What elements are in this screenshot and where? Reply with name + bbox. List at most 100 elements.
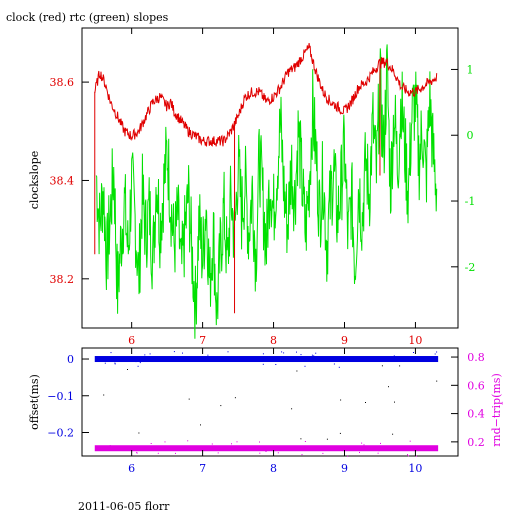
roundtrip-point (157, 452, 159, 454)
roundtrip-point (377, 452, 379, 454)
top-x-tick-label: 9 (341, 334, 348, 347)
outlier-point (296, 370, 298, 372)
offset-point (315, 352, 317, 354)
roundtrip-point (217, 452, 219, 454)
offset-point (182, 352, 183, 354)
roundtrip-point (304, 441, 306, 442)
roundtrip-point (150, 443, 152, 444)
roundtrip-point (424, 448, 426, 450)
top-right-y-tick-label: 0 (467, 129, 474, 142)
roundtrip-point (259, 452, 261, 454)
offset-point (227, 351, 229, 353)
outlier-point (103, 394, 105, 396)
top-axes: 6 7 8 9 10 38.2 38.4 38.6 -2 -1 0 1 (50, 28, 475, 347)
offset-point (300, 354, 302, 356)
top-x-tick-label: 8 (270, 334, 277, 347)
clock-series (94, 43, 438, 314)
offset-point (173, 351, 175, 353)
outlier-point (392, 433, 394, 435)
outlier-point (381, 365, 383, 367)
bottom-x-tick-label: 6 (128, 462, 135, 475)
roundtrip-point (407, 454, 408, 456)
roundtrip-band (94, 445, 439, 452)
roundtrip-point (231, 443, 232, 445)
offset-point (201, 358, 202, 360)
offset-point (311, 354, 313, 356)
bottom-chart: 6 7 8 9 10 0 −0.1 −0.2 0.8 0.6 0.4 0.2 offset(ms) r… (28, 347, 503, 475)
offset-point (425, 358, 426, 360)
outlier-point (234, 397, 236, 399)
offset-point (135, 360, 137, 362)
outlier-point (399, 365, 401, 367)
offset-point (114, 362, 116, 364)
bottom-left-y-tick-label: −0.2 (47, 426, 74, 439)
roundtrip-point (164, 441, 166, 443)
offset-point (224, 359, 226, 361)
roundtrip-point (259, 441, 260, 443)
bottom-right-y-tick-label: 0.2 (467, 436, 485, 449)
top-right-y-tick-label: 1 (467, 63, 474, 76)
roundtrip-point (136, 452, 138, 454)
offset-point (149, 353, 151, 355)
bottom-right-y-tick-label: 0.8 (467, 351, 485, 364)
roundtrip-point (264, 449, 266, 451)
outlier-point (365, 402, 366, 403)
top-y-label: clockslope (28, 151, 41, 209)
offset-point (110, 352, 112, 354)
offset-point (296, 351, 297, 353)
offset-point (383, 360, 385, 362)
offset-point (436, 351, 438, 353)
offset-point (413, 352, 414, 353)
bottom-series (94, 351, 439, 457)
offset-point (281, 351, 283, 353)
roundtrip-point (359, 451, 360, 453)
top-left-y-tick-label: 38.2 (50, 273, 75, 286)
outlier-point (127, 369, 128, 370)
roundtrip-point (236, 441, 238, 443)
offset-point (313, 355, 315, 357)
roundtrip-point (109, 445, 111, 447)
bottom-right-y-tick-label: 0.4 (467, 408, 485, 421)
roundtrip-point (347, 455, 349, 457)
offset-point (207, 354, 209, 356)
roundtrip-point (183, 447, 185, 449)
roundtrip-point (314, 446, 316, 448)
outlier-point (436, 380, 438, 382)
top-x-tick-label: 6 (128, 334, 135, 347)
top-x-tick-label: 10 (408, 334, 422, 347)
roundtrip-point (334, 449, 336, 451)
roundtrip-point (408, 455, 409, 457)
top-plot-frame (81, 27, 459, 329)
offset-point (238, 358, 240, 360)
offset-point (155, 360, 157, 362)
outlier-point (326, 438, 328, 440)
offset-point (139, 362, 141, 364)
roundtrip-point (318, 448, 320, 450)
offset-point (114, 363, 116, 365)
roundtrip-point (175, 452, 176, 454)
outlier-point (394, 401, 395, 403)
roundtrip-point (378, 450, 380, 452)
outlier-point (220, 405, 222, 407)
offset-point (393, 355, 395, 357)
roundtrip-point (301, 454, 303, 456)
offset-point (146, 360, 148, 362)
offset-point (262, 353, 264, 355)
outlier-point (339, 432, 341, 434)
rtc-slope-line (95, 44, 438, 339)
bottom-plot-frame (81, 347, 459, 457)
roundtrip-point (286, 445, 288, 447)
roundtrip-point (409, 440, 411, 442)
offset-point (283, 352, 285, 354)
offset-point (316, 356, 318, 358)
bottom-right-y-tick-label: 0.6 (467, 379, 485, 392)
roundtrip-point (415, 455, 417, 457)
top-left-y-tick-label: 38.4 (50, 174, 75, 187)
roundtrip-point (361, 442, 363, 444)
top-x-tick-label: 7 (199, 334, 206, 347)
offset-point (262, 363, 264, 365)
outlier-point (188, 398, 190, 400)
offset-point (104, 362, 106, 364)
offset-point (338, 366, 340, 368)
